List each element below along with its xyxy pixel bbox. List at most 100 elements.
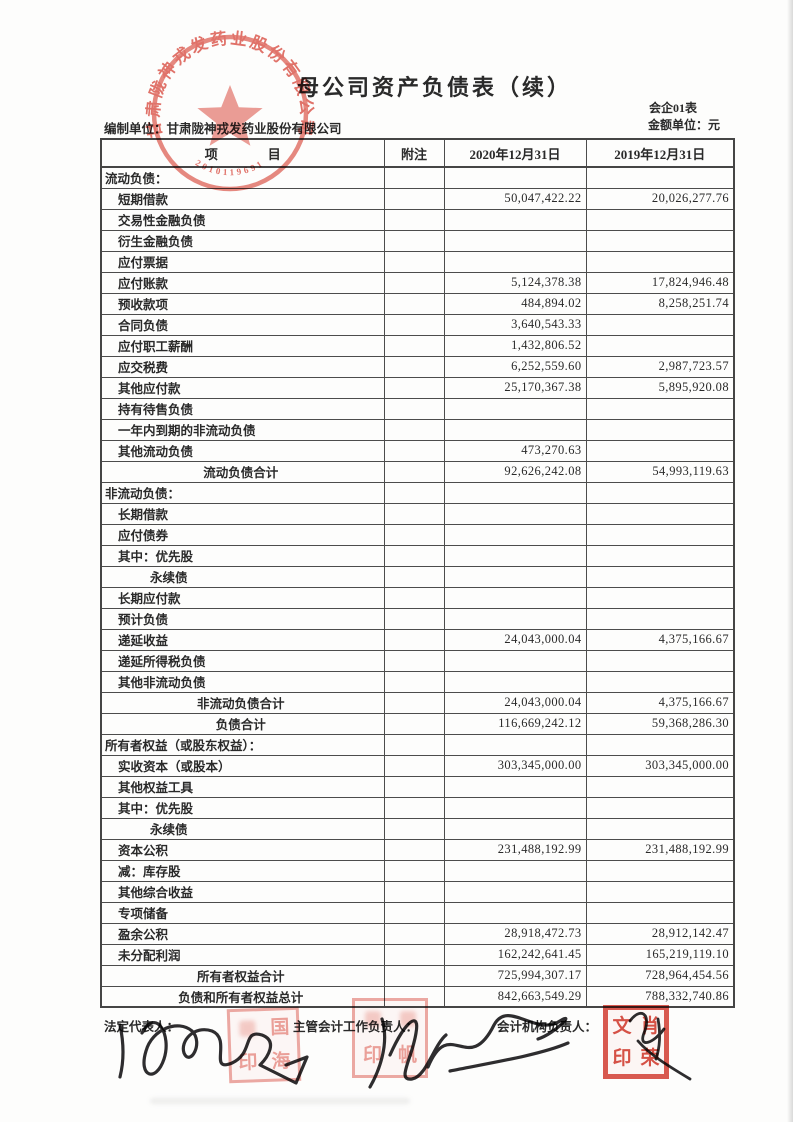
item-cell: 资本公积 xyxy=(100,838,385,861)
item-cell: 递延收益 xyxy=(100,628,385,651)
stamp-illegible-mark xyxy=(364,1010,381,1027)
value-2020-cell xyxy=(443,565,587,588)
item-cell: 其他非流动负债 xyxy=(100,670,385,693)
item-cell: 其他应付款 xyxy=(100,376,385,399)
value-2019-cell xyxy=(585,817,735,840)
value-2020-cell xyxy=(443,649,587,672)
value-2019-cell: 20,026,277.76 xyxy=(585,187,735,210)
note-cell xyxy=(383,943,445,966)
value-2020-cell: 484,894.02 xyxy=(443,292,587,315)
value-2020-cell xyxy=(443,901,587,924)
value-2019-cell: 165,219,119.10 xyxy=(585,943,735,966)
value-2019-cell xyxy=(585,166,735,189)
note-cell xyxy=(383,733,445,756)
value-2020-cell: 24,043,000.04 xyxy=(443,691,587,714)
stamp-illegible-mark xyxy=(399,1010,416,1027)
value-2020-cell: 24,043,000.04 xyxy=(443,628,587,651)
value-2019-cell: 8,258,251.74 xyxy=(585,292,735,315)
column-header-note: 附注 xyxy=(383,138,445,168)
item-cell: 减：库存股 xyxy=(100,859,385,882)
table-row: 应付债券 xyxy=(100,523,735,546)
note-cell xyxy=(383,796,445,819)
item-cell: 其中：优先股 xyxy=(100,796,385,819)
table-row: 衍生金融负债 xyxy=(100,229,735,252)
table-row: 资本公积 231,488,192.99 231,488,192.99 xyxy=(100,838,735,861)
value-2019-cell: 231,488,192.99 xyxy=(585,838,735,861)
note-cell xyxy=(383,376,445,399)
table-row: 其他权益工具 xyxy=(100,775,735,798)
note-cell xyxy=(383,481,445,504)
value-2020-cell: 473,270.63 xyxy=(443,439,587,462)
table-row: 其他非流动负债 xyxy=(100,670,735,693)
stamp-character: 肖 xyxy=(640,1015,660,1037)
value-2019-cell: 59,368,286.30 xyxy=(585,712,735,735)
value-2020-cell: 116,669,242.12 xyxy=(443,712,587,735)
value-2019-cell xyxy=(585,418,735,441)
note-cell xyxy=(383,607,445,630)
table-row: 长期应付款 xyxy=(100,586,735,609)
note-cell xyxy=(383,964,445,987)
value-2020-cell: 6,252,559.60 xyxy=(443,355,587,378)
item-cell: 短期借款 xyxy=(100,187,385,210)
value-2019-cell: 28,912,142.47 xyxy=(585,922,735,945)
value-2019-cell xyxy=(585,502,735,525)
table-row: 其中：优先股 xyxy=(100,544,735,567)
item-cell: 合同负债 xyxy=(100,313,385,336)
stamp-legal-rep-seal: 国印海 xyxy=(226,1006,302,1084)
table-row: 其他应付款 25,170,367.38 5,895,920.08 xyxy=(100,376,735,399)
stamp-chief-accountant-seal: 印帆 xyxy=(352,998,428,1078)
item-cell: 持有待售负债 xyxy=(100,397,385,420)
form-code: 会企01表 xyxy=(648,101,697,115)
table-row: 递延所得税负债 xyxy=(100,649,735,672)
note-cell xyxy=(383,628,445,651)
note-cell xyxy=(383,523,445,546)
note-cell xyxy=(383,229,445,252)
value-2020-cell: 231,488,192.99 xyxy=(443,838,587,861)
item-cell: 其他权益工具 xyxy=(100,775,385,798)
note-cell xyxy=(383,712,445,735)
item-cell: 其中：优先股 xyxy=(100,544,385,567)
value-2019-cell: 5,895,920.08 xyxy=(585,376,735,399)
stamp-illegible-mark xyxy=(238,1020,256,1037)
value-2019-cell xyxy=(585,880,735,903)
value-2019-cell: 17,824,946.48 xyxy=(585,271,735,294)
table-row: 其他综合收益 xyxy=(100,880,735,903)
value-2020-cell xyxy=(443,502,587,525)
table-row: 应付职工薪酬 1,432,806.52 xyxy=(100,334,735,357)
value-2020-cell xyxy=(443,523,587,546)
item-cell: 所有者权益合计 xyxy=(100,964,385,987)
item-cell: 负债合计 xyxy=(100,712,385,735)
value-2019-cell xyxy=(585,901,735,924)
item-cell: 应付职工薪酬 xyxy=(100,334,385,357)
value-2019-cell xyxy=(585,796,735,819)
value-2020-cell xyxy=(443,250,587,273)
table-row: 永续债 xyxy=(100,817,735,840)
value-2020-cell xyxy=(443,481,587,504)
value-2020-cell: 50,047,422.22 xyxy=(443,187,587,210)
value-2020-cell xyxy=(443,607,587,630)
table-header-row: 项 目 附注 2020年12月31日 2019年12月31日 xyxy=(100,138,735,168)
table-row: 专项储备 xyxy=(100,901,735,924)
note-cell xyxy=(383,439,445,462)
stamp-accounting-dept-seal: 文肖印荣 xyxy=(603,1005,669,1079)
value-2020-cell: 725,994,307.17 xyxy=(443,964,587,987)
item-cell: 递延所得税负债 xyxy=(100,649,385,672)
item-cell: 盈余公积 xyxy=(100,922,385,945)
accounting-dept-label: 会计机构负责人： xyxy=(497,1020,598,1034)
note-cell xyxy=(383,502,445,525)
note-cell xyxy=(383,397,445,420)
value-2019-cell xyxy=(585,775,735,798)
value-2020-cell: 28,918,472.73 xyxy=(443,922,587,945)
item-cell: 专项储备 xyxy=(100,901,385,924)
item-cell: 非流动负债： xyxy=(100,481,385,504)
note-cell xyxy=(383,670,445,693)
stamp-character: 荣 xyxy=(640,1047,660,1069)
note-cell xyxy=(383,775,445,798)
value-2019-cell: 2,987,723.57 xyxy=(585,355,735,378)
item-cell: 其他流动负债 xyxy=(100,439,385,462)
stamp-character: 帆 xyxy=(397,1045,417,1067)
value-2019-cell xyxy=(585,649,735,672)
scan-smudge xyxy=(150,1098,410,1104)
prepared-by-line: 编制单位：甘肃陇神戎发药业股份有限公司 xyxy=(104,122,342,136)
value-2020-cell xyxy=(443,544,587,567)
